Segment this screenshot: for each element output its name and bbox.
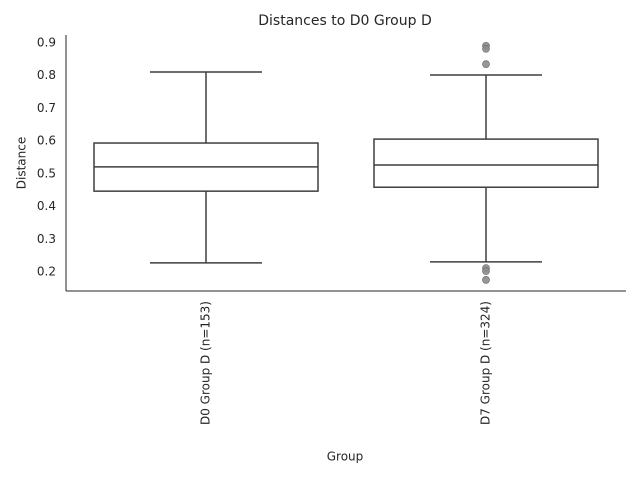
outlier (482, 276, 490, 284)
y-tick-label: 0.9 (37, 35, 56, 49)
y-tick-label: 0.7 (37, 101, 56, 115)
x-tick-label: D7 Group D (n=324) (479, 301, 493, 425)
y-axis-label: Distance (15, 137, 29, 189)
y-tick-label: 0.3 (37, 232, 56, 246)
outlier (482, 267, 490, 275)
chart-title: Distances to D0 Group D (258, 13, 431, 29)
x-axis-label: Group (327, 450, 364, 464)
outlier (482, 60, 490, 68)
y-tick-label: 0.8 (37, 68, 56, 82)
y-tick-label: 0.6 (37, 134, 56, 148)
y-tick-label: 0.5 (37, 166, 56, 180)
box (373, 138, 599, 188)
x-tick-label: D0 Group D (n=153) (199, 301, 213, 425)
outlier (482, 44, 490, 53)
y-tick-label: 0.4 (37, 199, 56, 213)
y-tick-label: 0.2 (37, 265, 56, 279)
